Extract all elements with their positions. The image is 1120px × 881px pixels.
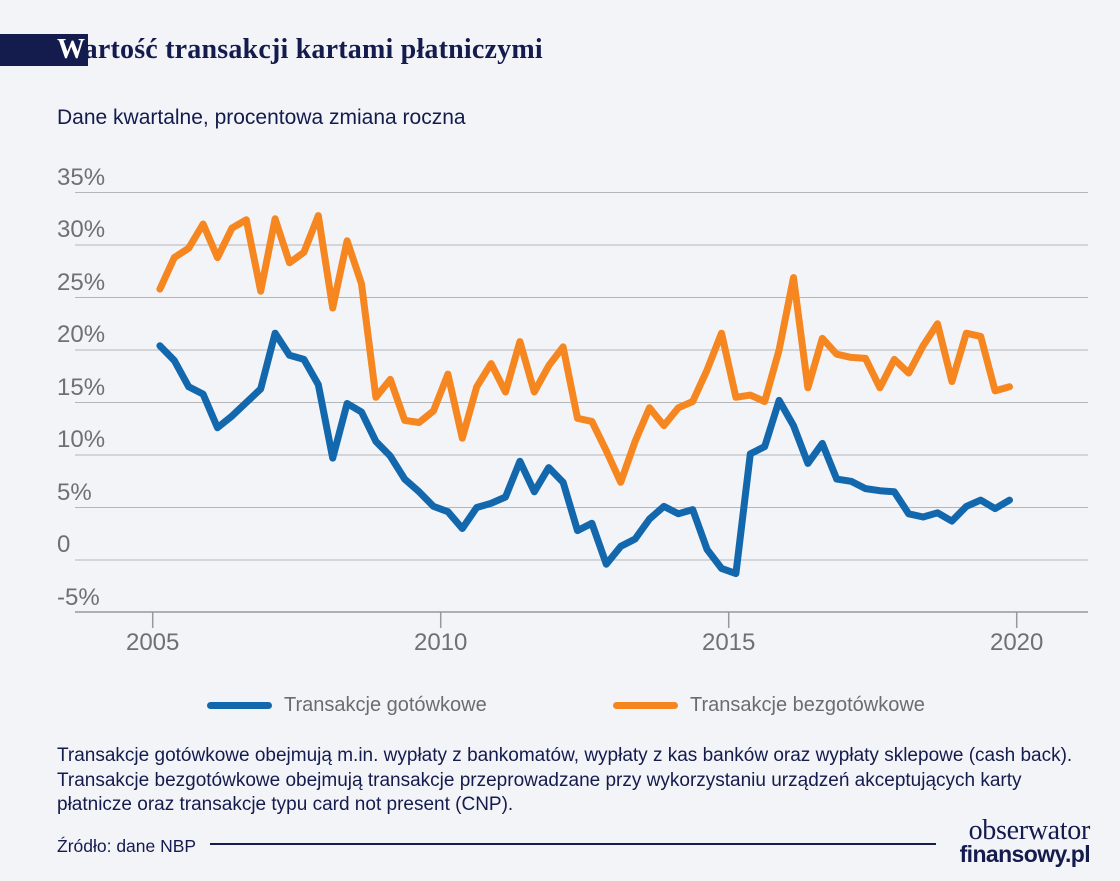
y-tick-label-35%: 35% <box>57 163 106 191</box>
x-tick-label-2020: 2020 <box>989 629 1044 656</box>
x-tick-label-2010: 2010 <box>413 629 468 656</box>
footnote-line-1: Transakcje gotówkowe obejmują m.in. wypł… <box>57 745 1073 766</box>
title-first-letter: W <box>57 34 84 65</box>
footnote-line-3: płatnicze oraz transakcje typu card not … <box>57 794 514 815</box>
y-tick-label--5%: -5% <box>57 583 100 611</box>
y-tick-label-0: 0 <box>57 531 71 558</box>
legend-item-bezgotowkowe: Transakcje bezgotówkowe <box>613 694 925 716</box>
y-tick-label-30%: 30% <box>57 216 106 243</box>
x-tick-label-2005: 2005 <box>125 629 180 656</box>
y-tick-label-5%: 5% <box>57 478 92 506</box>
footnote: Transakcje gotówkowe obejmują m.in. wypł… <box>57 744 1072 818</box>
legend-swatch-blue <box>207 701 272 709</box>
logo-line1: obserwator <box>968 815 1091 846</box>
legend-swatch-orange <box>613 701 678 709</box>
logo-line2: finansowy.pl <box>959 841 1091 867</box>
legend-label-bezgotowkowe: Transakcje bezgotówkowe <box>690 693 925 716</box>
title-accent-block <box>0 34 88 66</box>
x-tick-label-2015: 2015 <box>701 629 756 656</box>
source-label: Źródło: dane NBP <box>57 836 197 856</box>
chart-subtitle: Dane kwartalne, procentowa zmiana roczna <box>57 106 466 129</box>
title-rest: artość transakcji kartami płatniczymi <box>83 34 543 65</box>
page-title: Wartość transakcji kartami płatniczymi <box>57 34 543 66</box>
y-tick-label-10%: 10% <box>57 426 106 453</box>
logo: obserwator finansowy.pl <box>959 815 1091 867</box>
legend-label-gotowkowe: Transakcje gotówkowe <box>284 693 487 716</box>
series-line-transakcje-bezgotówkowe <box>156 212 1013 486</box>
y-tick-label-20%: 20% <box>57 321 106 348</box>
y-tick-label-15%: 15% <box>57 373 106 401</box>
series-line-transakcje-gotówkowe <box>156 329 1013 578</box>
y-tick-label-25%: 25% <box>57 268 106 296</box>
legend-item-gotowkowe: Transakcje gotówkowe <box>207 694 487 716</box>
source-divider-line <box>210 843 936 845</box>
footnote-line-2: Transakcje bezgotówkowe obejmują transak… <box>57 769 1022 791</box>
